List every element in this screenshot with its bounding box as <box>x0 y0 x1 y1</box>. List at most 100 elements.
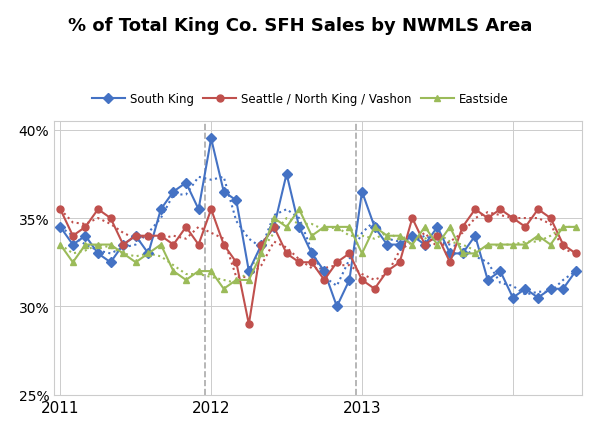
Eastside <box>56 243 64 248</box>
South King <box>333 304 340 309</box>
South King <box>56 225 64 230</box>
Eastside <box>522 243 529 248</box>
Seattle / North King / Vashon <box>245 322 253 327</box>
Eastside <box>182 278 190 283</box>
Eastside <box>308 233 316 239</box>
South King <box>145 251 152 256</box>
Seattle / North King / Vashon <box>497 207 504 212</box>
Seattle / North King / Vashon <box>119 243 127 248</box>
Seattle / North King / Vashon <box>195 243 202 248</box>
Seattle / North King / Vashon <box>522 225 529 230</box>
South King <box>346 278 353 283</box>
Eastside <box>497 243 504 248</box>
Eastside <box>484 243 491 248</box>
Seattle / North King / Vashon <box>208 207 215 212</box>
South King <box>245 269 253 274</box>
South King <box>69 243 76 248</box>
Eastside <box>560 225 567 230</box>
Seattle / North King / Vashon <box>157 233 164 239</box>
Eastside <box>94 243 101 248</box>
Seattle / North King / Vashon <box>69 233 76 239</box>
Eastside <box>446 225 454 230</box>
Seattle / North King / Vashon <box>333 260 340 265</box>
South King <box>157 207 164 212</box>
South King <box>560 286 567 292</box>
South King <box>446 251 454 256</box>
Seattle / North King / Vashon <box>320 278 328 283</box>
Seattle / North King / Vashon <box>132 233 139 239</box>
South King <box>497 269 504 274</box>
South King <box>383 243 391 248</box>
Eastside <box>233 278 240 283</box>
South King <box>484 278 491 283</box>
Seattle / North King / Vashon <box>409 216 416 221</box>
Seattle / North King / Vashon <box>182 225 190 230</box>
South King <box>409 233 416 239</box>
South King <box>547 286 554 292</box>
Seattle / North King / Vashon <box>572 251 580 256</box>
Seattle / North King / Vashon <box>271 225 278 230</box>
South King <box>421 243 428 248</box>
Seattle / North King / Vashon <box>296 260 303 265</box>
Eastside <box>535 233 542 239</box>
Eastside <box>82 243 89 248</box>
Seattle / North King / Vashon <box>220 243 227 248</box>
Eastside <box>421 225 428 230</box>
Eastside <box>258 251 265 256</box>
Eastside <box>547 243 554 248</box>
South King <box>308 251 316 256</box>
Seattle / North King / Vashon <box>94 207 101 212</box>
South King <box>371 225 378 230</box>
South King <box>358 190 365 195</box>
Seattle / North King / Vashon <box>396 260 403 265</box>
Seattle / North King / Vashon <box>472 207 479 212</box>
Seattle / North King / Vashon <box>258 243 265 248</box>
Eastside <box>396 233 403 239</box>
South King <box>82 233 89 239</box>
Eastside <box>371 225 378 230</box>
Seattle / North King / Vashon <box>535 207 542 212</box>
Line: Seattle / North King / Vashon: Seattle / North King / Vashon <box>57 206 579 328</box>
Eastside <box>220 286 227 292</box>
Seattle / North King / Vashon <box>446 260 454 265</box>
South King <box>182 181 190 186</box>
Eastside <box>69 260 76 265</box>
Seattle / North King / Vashon <box>509 216 517 221</box>
South King <box>220 190 227 195</box>
South King <box>522 286 529 292</box>
Eastside <box>509 243 517 248</box>
South King <box>472 233 479 239</box>
Eastside <box>283 225 290 230</box>
South King <box>195 207 202 212</box>
South King <box>107 260 114 265</box>
Seattle / North King / Vashon <box>421 243 428 248</box>
Eastside <box>170 269 177 274</box>
Seattle / North King / Vashon <box>170 243 177 248</box>
South King <box>283 172 290 177</box>
Eastside <box>157 243 164 248</box>
South King <box>320 269 328 274</box>
Seattle / North King / Vashon <box>560 243 567 248</box>
South King <box>208 137 215 142</box>
South King <box>233 198 240 204</box>
Eastside <box>195 269 202 274</box>
Eastside <box>320 225 328 230</box>
South King <box>132 233 139 239</box>
Seattle / North King / Vashon <box>346 251 353 256</box>
South King <box>258 243 265 248</box>
Eastside <box>296 207 303 212</box>
South King <box>434 225 441 230</box>
Seattle / North King / Vashon <box>107 216 114 221</box>
Eastside <box>245 278 253 283</box>
Seattle / North King / Vashon <box>371 286 378 292</box>
Seattle / North King / Vashon <box>82 225 89 230</box>
Eastside <box>358 251 365 256</box>
Seattle / North King / Vashon <box>459 225 466 230</box>
Seattle / North King / Vashon <box>233 260 240 265</box>
South King <box>94 251 101 256</box>
Eastside <box>119 251 127 256</box>
Seattle / North King / Vashon <box>434 233 441 239</box>
Eastside <box>409 243 416 248</box>
Seattle / North King / Vashon <box>358 278 365 283</box>
Eastside <box>459 251 466 256</box>
